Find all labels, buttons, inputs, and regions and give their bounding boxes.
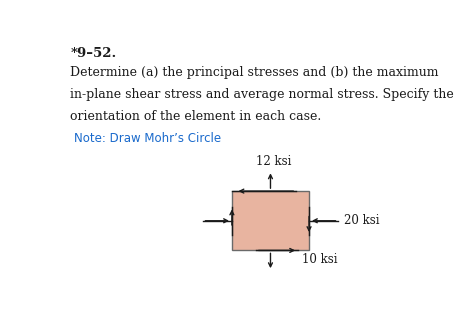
Text: orientation of the element in each case.: orientation of the element in each case. (70, 110, 321, 123)
Bar (232, 191, 309, 251)
Text: 10 ksi: 10 ksi (301, 253, 337, 266)
Text: in-plane shear stress and average normal stress. Specify the: in-plane shear stress and average normal… (70, 88, 454, 101)
Text: 12 ksi: 12 ksi (256, 155, 292, 168)
Text: Determine (a) the principal stresses and (b) the maximum: Determine (a) the principal stresses and… (70, 66, 439, 79)
Text: Note: Draw Mohr’s Circle: Note: Draw Mohr’s Circle (74, 132, 221, 145)
Text: *9–52.: *9–52. (70, 47, 117, 60)
Text: 20 ksi: 20 ksi (344, 214, 380, 227)
